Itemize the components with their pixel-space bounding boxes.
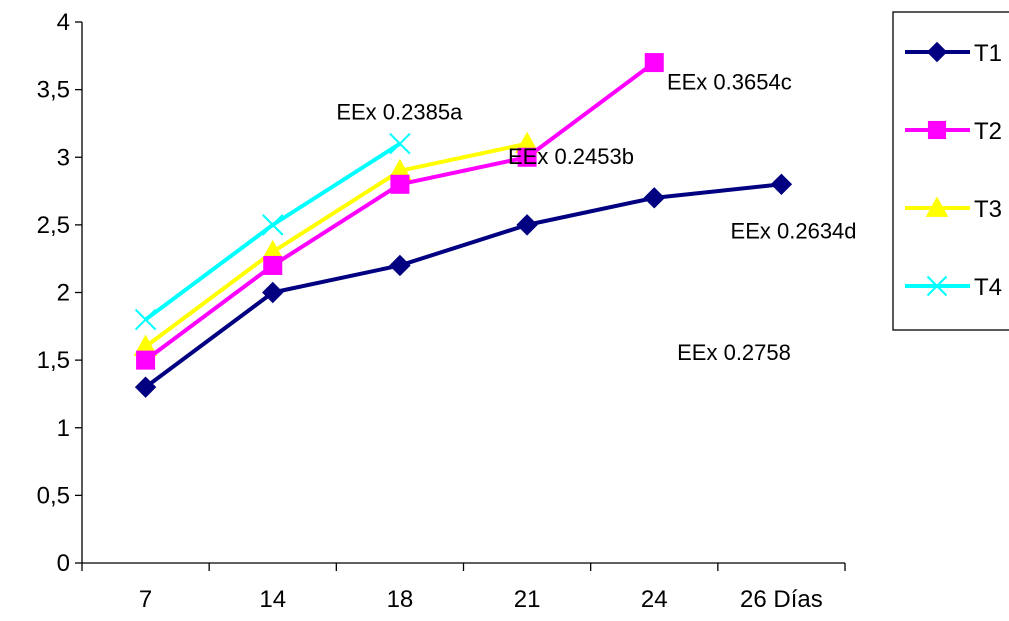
point-marker-x: [926, 275, 948, 297]
point-marker-diamond: [770, 173, 793, 196]
legend-item-t3: T3: [905, 196, 1002, 223]
point-marker-square: [390, 174, 410, 194]
x-tick-label: 24: [641, 586, 668, 613]
point-marker-diamond: [643, 187, 665, 209]
annotation-label: EEx 0.3654c: [667, 70, 792, 95]
series-t3: [133, 131, 539, 356]
annotations: EEx 0.2385a EEx 0.3654c EEx 0.2453b EEx 0.2…: [336, 70, 856, 366]
legend-box: [892, 11, 1009, 331]
point-marker-diamond: [389, 254, 411, 277]
series-layer: [133, 53, 793, 398]
point-marker-square: [517, 147, 537, 167]
y-tick-label: 3,5: [37, 77, 70, 104]
legend-label: T1: [974, 40, 1002, 67]
annotation-label: EEx 0.2385a: [336, 99, 463, 124]
point-marker-x: [389, 133, 411, 155]
annotation-label: EEx 0.2453b: [508, 144, 634, 169]
series-t1: [134, 173, 793, 398]
point-marker-x: [134, 308, 157, 331]
x-tick-label: 21: [514, 586, 541, 613]
series-line-t3: [144, 141, 528, 349]
legend-label: T4: [974, 274, 1002, 301]
legend-item-t4: T4: [905, 274, 1002, 301]
y-tick-label: 1,5: [37, 347, 70, 374]
legend-label: T2: [974, 118, 1002, 145]
x-tick-label: 7: [139, 586, 152, 613]
y-tick-label: 4: [57, 9, 70, 36]
y-tick-label: 2: [57, 280, 70, 307]
annotation-label: EEx 0.2758: [677, 340, 791, 365]
series-t4: [134, 133, 411, 331]
point-marker-diamond: [926, 41, 948, 63]
point-marker-diamond: [516, 214, 538, 236]
y-tick-label: 2,5: [37, 212, 70, 239]
legend: T1 T2 T3 T4: [892, 11, 1009, 331]
legend-label: T3: [974, 196, 1002, 223]
y-tick-label: 0,5: [37, 482, 70, 509]
point-marker-square: [927, 120, 947, 140]
annotation-label: EEx 0.2634d: [731, 218, 857, 243]
series-t2: [136, 53, 664, 370]
series-line-t1: [144, 182, 782, 389]
axes: 0 0,5 1 1,5 2 2,5 3 3,5 4 7 14 18 21 24 26 Días: [37, 9, 846, 613]
point-marker-square: [644, 53, 664, 73]
legend-item-t2: T2: [905, 118, 1002, 145]
x-tick-label: 14: [259, 586, 286, 613]
point-marker-x: [262, 214, 284, 236]
point-marker-diamond: [262, 281, 284, 304]
y-tick-label: 1: [57, 415, 70, 442]
point-marker-square: [263, 255, 283, 275]
x-tick-label: 18: [387, 586, 414, 613]
y-tick-label: 0: [57, 550, 70, 577]
point-marker-square: [136, 350, 156, 370]
y-tick-label: 3: [57, 144, 70, 171]
point-marker-diamond: [134, 376, 157, 398]
point-marker-triangle: [925, 196, 949, 217]
x-tick-label: 26 Días: [740, 586, 823, 613]
legend-item-t1: T1: [905, 40, 1002, 67]
